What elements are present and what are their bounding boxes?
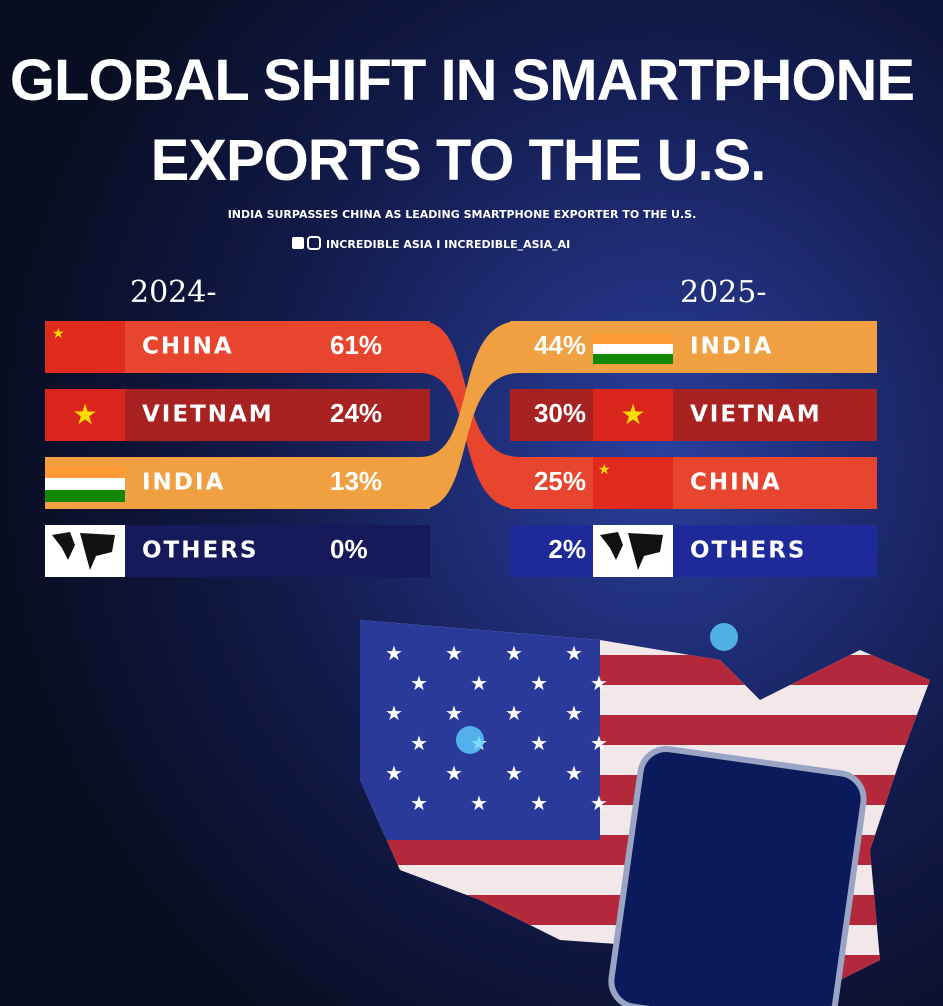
instagram-icon bbox=[307, 236, 321, 250]
subtitle: INDIA SURPASSES CHINA AS LEADING SMARTPH… bbox=[228, 208, 697, 221]
country-label: OTHERS bbox=[690, 538, 806, 564]
flag-india bbox=[45, 490, 125, 502]
flag-star: ★ bbox=[505, 701, 523, 725]
flag-star: ★ bbox=[530, 731, 548, 755]
share-value: 30% bbox=[534, 398, 586, 428]
flag-star: ★ bbox=[590, 731, 608, 755]
country-label: OTHERS bbox=[142, 538, 258, 564]
country-label: CHINA bbox=[142, 334, 234, 360]
flag-star: ★ bbox=[445, 701, 463, 725]
flag-star: ★ bbox=[410, 791, 428, 815]
flag-china bbox=[593, 457, 673, 509]
flag-star: ★ bbox=[470, 791, 488, 815]
world-icon bbox=[52, 532, 115, 570]
flag-star: ★ bbox=[385, 701, 403, 725]
flag-star: ★ bbox=[470, 671, 488, 695]
phone bbox=[608, 746, 867, 1006]
flag-india bbox=[45, 466, 125, 478]
flag-star: ★ bbox=[385, 761, 403, 785]
country-label: INDIA bbox=[142, 470, 225, 496]
flag-star: ★ bbox=[565, 641, 583, 665]
flag-star: ★ bbox=[565, 761, 583, 785]
flag-star: ★ bbox=[72, 398, 97, 431]
share-value: 61% bbox=[330, 330, 382, 360]
flag-vietnam bbox=[593, 389, 673, 441]
flag-india bbox=[593, 334, 673, 344]
title: GLOBAL SHIFT IN SMARTPHONE bbox=[10, 48, 914, 113]
flag-star: ★ bbox=[385, 641, 403, 665]
flag-star: ★ bbox=[620, 398, 645, 431]
flag-india bbox=[45, 478, 125, 490]
flag-star: ★ bbox=[530, 791, 548, 815]
flow-ribbon bbox=[420, 321, 520, 509]
flag-star: ★ bbox=[445, 641, 463, 665]
flag-star: ★ bbox=[505, 641, 523, 665]
share-value: 13% bbox=[330, 466, 382, 496]
flag-star: ★ bbox=[530, 671, 548, 695]
flag-star: ★ bbox=[565, 701, 583, 725]
pin bbox=[710, 623, 738, 651]
share-value: 25% bbox=[534, 466, 586, 496]
flag-india bbox=[593, 354, 673, 364]
facebook-icon bbox=[292, 237, 304, 249]
flag-india bbox=[593, 344, 673, 354]
country-label: VIETNAM bbox=[690, 402, 822, 428]
year-left: 2024- bbox=[130, 275, 216, 310]
country-label: INDIA bbox=[690, 334, 773, 360]
flag-star: ★ bbox=[52, 326, 65, 342]
year-right: 2025- bbox=[680, 275, 766, 310]
flag-star: ★ bbox=[590, 671, 608, 695]
flag-china bbox=[45, 321, 125, 373]
bar bbox=[510, 525, 877, 577]
canton bbox=[360, 620, 600, 840]
pin bbox=[456, 726, 484, 754]
flag-star: ★ bbox=[590, 791, 608, 815]
flag-star: ★ bbox=[410, 731, 428, 755]
share-value: 44% bbox=[534, 330, 586, 360]
share-value: 24% bbox=[330, 398, 382, 428]
share-value: 0% bbox=[330, 534, 368, 564]
flag-star: ★ bbox=[598, 462, 611, 478]
share-value: 2% bbox=[548, 534, 586, 564]
world-icon bbox=[600, 532, 663, 570]
country-label: CHINA bbox=[690, 470, 782, 496]
bar bbox=[510, 389, 877, 441]
bar bbox=[510, 321, 877, 373]
bar bbox=[510, 457, 877, 509]
country-label: VIETNAM bbox=[142, 402, 274, 428]
flag-vietnam bbox=[45, 389, 125, 441]
credit: INCREDIBLE ASIA I INCREDIBLE_ASIA_AI bbox=[326, 238, 570, 251]
title: EXPORTS TO THE U.S. bbox=[151, 128, 766, 193]
flag-star: ★ bbox=[410, 671, 428, 695]
flag-star: ★ bbox=[505, 761, 523, 785]
flag-star: ★ bbox=[445, 761, 463, 785]
